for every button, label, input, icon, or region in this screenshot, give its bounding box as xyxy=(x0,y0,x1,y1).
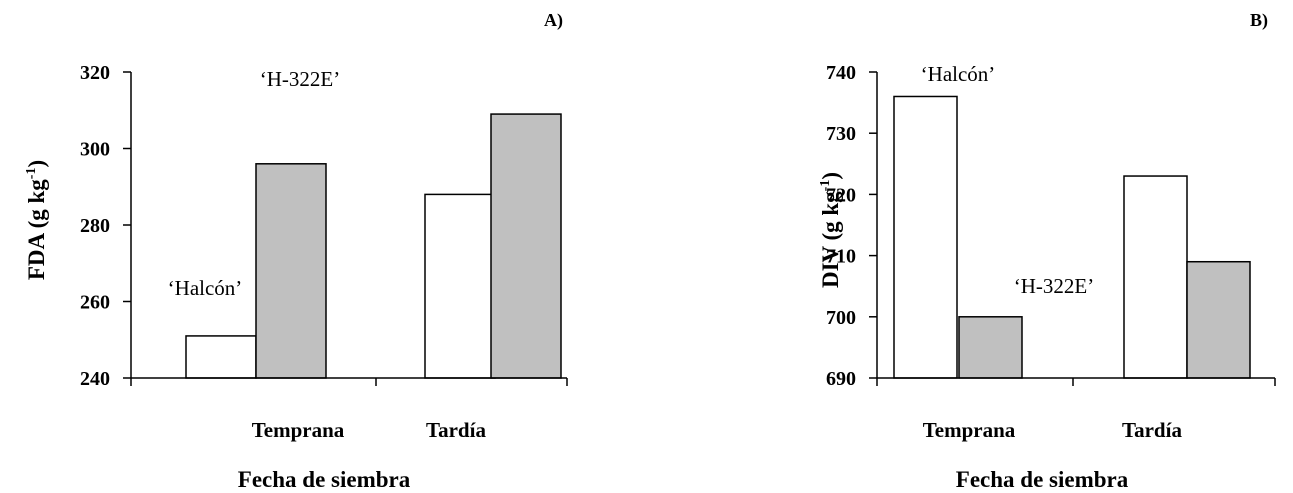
y-tick-label: 700 xyxy=(826,307,856,329)
bar-halcon-tardia xyxy=(1123,175,1188,379)
y-tick-label: 720 xyxy=(826,184,856,206)
y-tick-label: 320 xyxy=(80,62,110,84)
y-axis-title: DIV (g kg-1) xyxy=(818,172,843,288)
x-category-label: Temprana xyxy=(252,418,345,442)
y-tick-label: 730 xyxy=(826,123,856,145)
y-tick-label: 280 xyxy=(80,215,110,237)
annotation-halcon: ‘Halcón’ xyxy=(168,276,243,300)
bar-h322e-temprana xyxy=(958,316,1023,379)
annotation-h322e: ‘H-322E’ xyxy=(1014,274,1094,298)
panel-label: B) xyxy=(1250,10,1268,31)
bar-h322e-tardia xyxy=(1186,260,1251,379)
y-tick-label: 260 xyxy=(80,292,110,314)
panel-label: A) xyxy=(544,10,563,31)
annotation-h322e: ‘H-322E’ xyxy=(260,67,340,91)
bar-h322e-temprana xyxy=(255,163,327,379)
x-category-label: Tardía xyxy=(426,418,486,442)
bar-halcon-temprana xyxy=(185,335,257,379)
bar-h322e-tardia xyxy=(490,113,562,379)
y-tick-label: 740 xyxy=(826,62,856,84)
y-tick-label: 690 xyxy=(826,368,856,390)
annotation-halcon: ‘Halcón’ xyxy=(921,62,996,86)
x-axis-title: Fecha de siembra xyxy=(238,467,411,492)
y-axis-title: FDA (g kg-1) xyxy=(24,160,49,280)
y-tick-label: 300 xyxy=(80,139,110,161)
chart-panel-a: A) 240 260 280 300 320 Temprana Tardía Fecha de … xyxy=(24,10,568,492)
x-category-label: Tardía xyxy=(1122,418,1182,442)
y-tick-label: 710 xyxy=(826,246,856,268)
chart-panel-b: B) 690 700 710 720 730 740 Temprana Tardía Fecha … xyxy=(818,10,1276,492)
x-axis-title: Fecha de siembra xyxy=(956,467,1129,492)
bar-halcon-temprana xyxy=(893,95,958,379)
bar-halcon-tardia xyxy=(424,193,496,379)
x-category-label: Temprana xyxy=(923,418,1016,442)
y-tick-label: 240 xyxy=(80,368,110,390)
